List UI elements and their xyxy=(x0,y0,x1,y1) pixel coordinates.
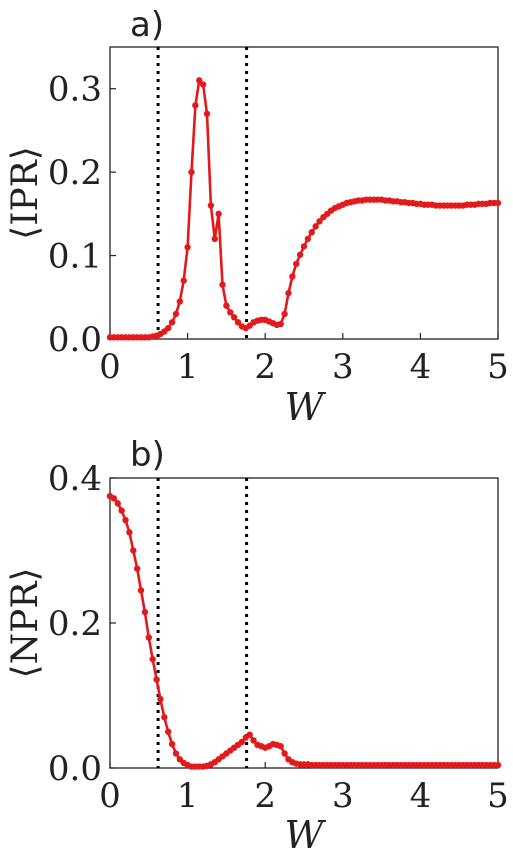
y-axis-label: ⟨IPR⟩ xyxy=(5,146,46,240)
y-tick-label: 0.2 xyxy=(48,604,102,644)
data-point xyxy=(300,243,308,250)
data-point xyxy=(110,495,118,502)
data-point xyxy=(192,102,199,109)
data-point xyxy=(289,273,296,280)
series-line xyxy=(109,494,498,768)
data-point xyxy=(118,507,125,514)
data-point xyxy=(234,319,242,326)
data-point xyxy=(304,235,312,243)
data-point xyxy=(149,656,156,663)
y-tick-label: 0.1 xyxy=(48,237,102,277)
data-point xyxy=(203,110,211,117)
data-point xyxy=(227,309,234,316)
x-tick-label: 0 xyxy=(99,347,121,387)
plot-frame xyxy=(109,477,499,769)
data-point xyxy=(215,210,222,218)
data-point xyxy=(285,289,292,297)
chart-panel-2: 0 1 2 3 4 5 0.0 0.2 0.4 b) W ⟨NPR⟩ xyxy=(5,435,509,857)
data-point xyxy=(168,740,176,748)
data-point xyxy=(165,324,172,332)
data-point xyxy=(157,695,164,703)
data-point xyxy=(196,77,203,84)
x-tick-label: 0 xyxy=(99,776,121,816)
x-tick-label: 1 xyxy=(177,347,199,387)
y-tick-label: 0.0 xyxy=(48,749,102,789)
data-point xyxy=(161,714,168,721)
y-tick-label: 0.0 xyxy=(48,320,102,360)
x-tick-label: 5 xyxy=(487,776,509,816)
data-point xyxy=(494,761,502,769)
data-point xyxy=(281,310,288,318)
data-point xyxy=(277,743,284,750)
data-point xyxy=(296,251,304,258)
data-point xyxy=(211,235,218,243)
data-point xyxy=(114,500,121,507)
data-point xyxy=(180,277,187,284)
data-point xyxy=(122,516,129,524)
y-tick-label: 0.4 xyxy=(48,459,102,499)
panel-label: a) xyxy=(130,5,164,45)
x-tick-label: 3 xyxy=(332,776,354,816)
data-point xyxy=(281,750,288,757)
data-point xyxy=(316,218,323,225)
data-point xyxy=(246,731,253,738)
y-tick-label: 0.2 xyxy=(48,153,102,193)
data-point xyxy=(137,587,145,594)
x-tick-label: 4 xyxy=(410,776,432,816)
panel-label: b) xyxy=(130,435,165,475)
data-point xyxy=(141,608,149,616)
data-point xyxy=(219,281,226,288)
x-axis-label: W xyxy=(284,385,326,429)
x-axis-label: W xyxy=(284,813,326,857)
data-point xyxy=(312,223,319,230)
data-point xyxy=(230,314,238,321)
data-point xyxy=(133,565,141,572)
plot-frame xyxy=(109,46,499,340)
y-tick-label: 0.3 xyxy=(48,70,102,110)
x-tick-label: 4 xyxy=(410,347,432,387)
data-point xyxy=(153,676,160,683)
x-tick-label: 2 xyxy=(254,776,276,816)
y-axis-label: ⟨NPR⟩ xyxy=(5,568,46,679)
data-point xyxy=(250,737,257,744)
x-tick-label: 2 xyxy=(254,347,276,387)
data-point xyxy=(308,229,315,236)
data-point xyxy=(184,244,191,251)
x-tick-label: 1 xyxy=(177,776,199,816)
x-tick-label: 3 xyxy=(332,347,354,387)
data-point xyxy=(277,320,284,328)
data-point xyxy=(494,199,502,207)
data-point xyxy=(199,81,207,88)
data-point xyxy=(223,302,230,309)
data-point xyxy=(207,202,215,209)
data-point xyxy=(172,310,180,318)
data-point xyxy=(145,634,152,641)
data-point xyxy=(168,319,176,326)
data-point xyxy=(176,298,184,305)
data-point xyxy=(172,750,180,757)
data-point xyxy=(293,260,300,268)
data-point xyxy=(188,168,195,176)
x-tick-label: 5 xyxy=(487,347,509,387)
data-point xyxy=(126,529,133,536)
chart-panel-1: 0 1 2 3 4 5 0.0 0.1 0.2 0.3 a) W ⟨IPR⟩ xyxy=(5,5,509,429)
data-point xyxy=(165,728,172,735)
series-line xyxy=(110,79,498,339)
data-point xyxy=(130,547,137,554)
data-point xyxy=(238,738,246,746)
